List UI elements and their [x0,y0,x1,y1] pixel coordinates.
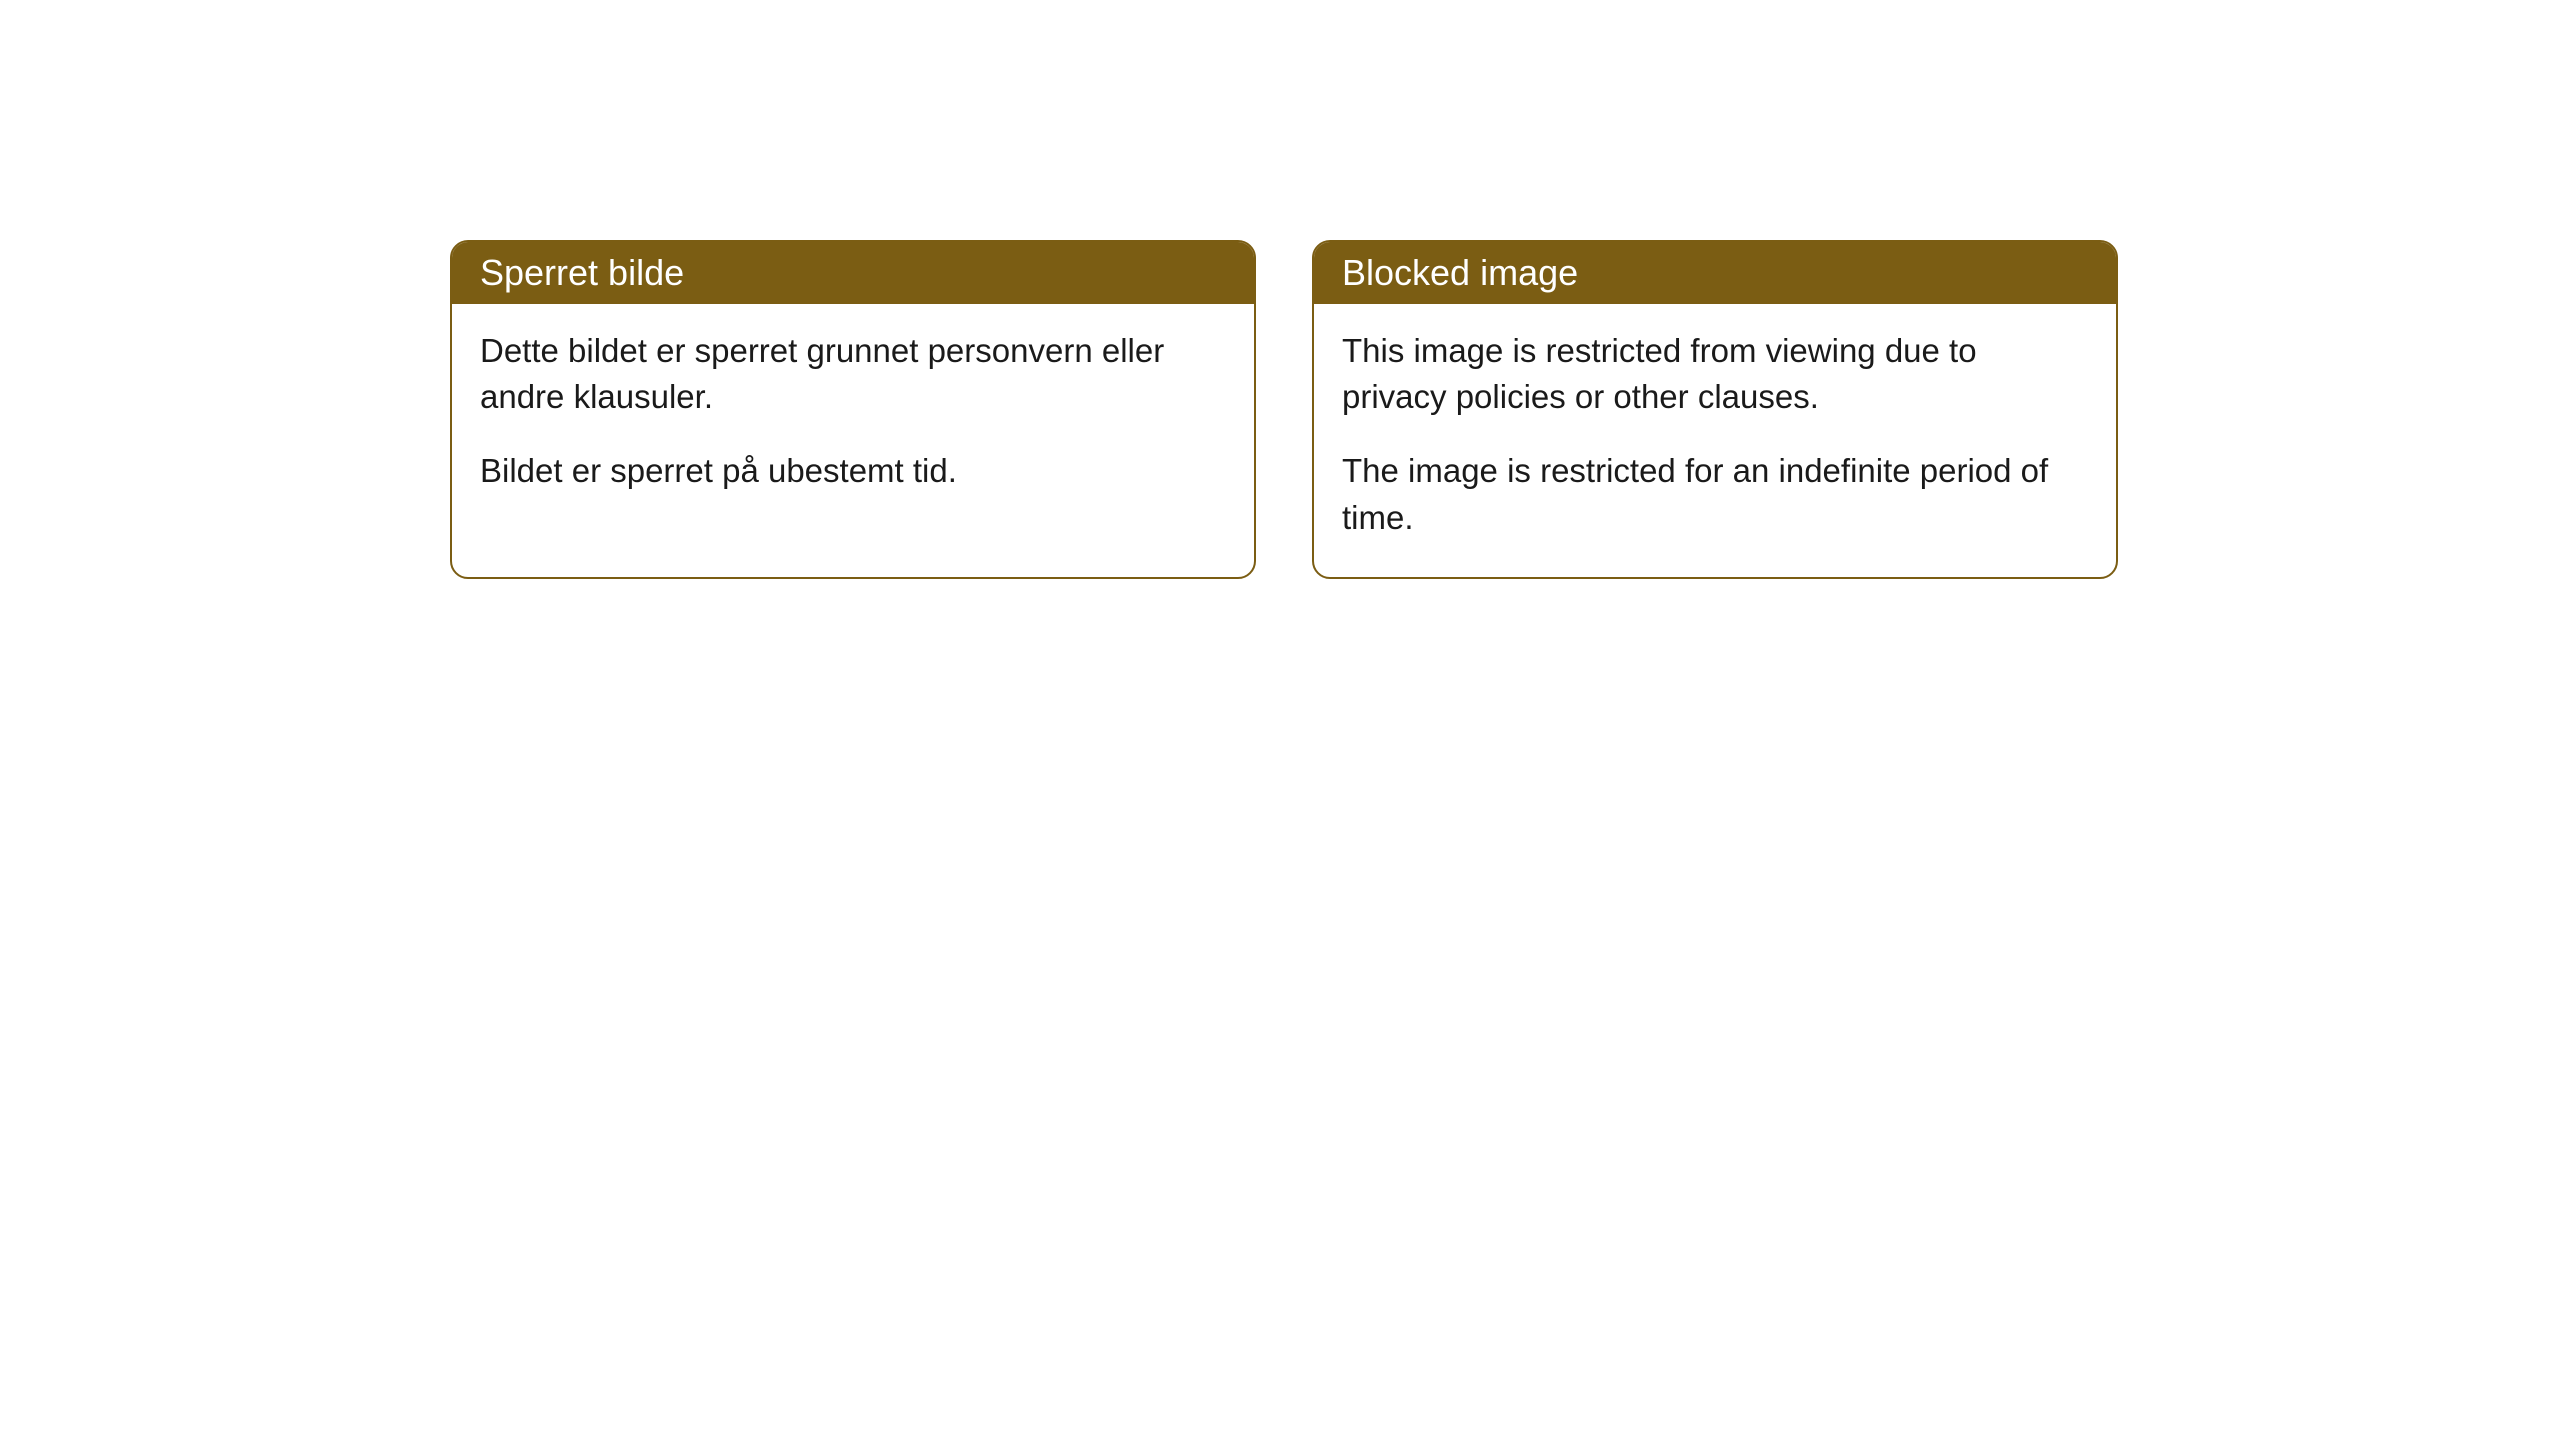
notice-card-norwegian: Sperret bilde Dette bildet er sperret gr… [450,240,1256,579]
card-header: Sperret bilde [452,242,1254,304]
card-body: Dette bildet er sperret grunnet personve… [452,304,1254,531]
card-body: This image is restricted from viewing du… [1314,304,2116,577]
card-title: Sperret bilde [480,252,684,293]
card-paragraph: This image is restricted from viewing du… [1342,328,2088,420]
notice-cards-container: Sperret bilde Dette bildet er sperret gr… [450,240,2560,579]
card-header: Blocked image [1314,242,2116,304]
card-title: Blocked image [1342,252,1578,293]
card-paragraph: Bildet er sperret på ubestemt tid. [480,448,1226,494]
card-paragraph: Dette bildet er sperret grunnet personve… [480,328,1226,420]
notice-card-english: Blocked image This image is restricted f… [1312,240,2118,579]
card-paragraph: The image is restricted for an indefinit… [1342,448,2088,540]
